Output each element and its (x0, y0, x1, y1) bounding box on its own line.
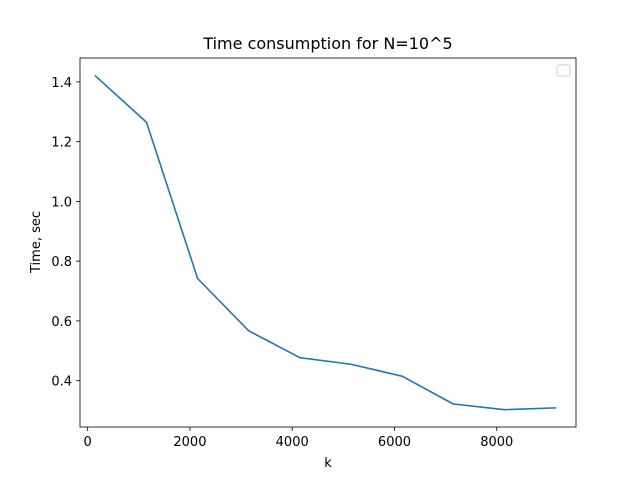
y-tick-label: 1.4 (51, 76, 72, 91)
x-tick-label: 4000 (276, 435, 309, 450)
y-tick-label: 1.2 (51, 136, 72, 151)
x-tick-label: 6000 (378, 435, 411, 450)
plot-frame (79, 57, 577, 428)
y-tick-label: 1.0 (51, 195, 72, 210)
x-axis-label: k (324, 456, 332, 471)
data-point (503, 408, 506, 411)
legend-box (556, 64, 571, 77)
series-line (94, 75, 556, 411)
x-tick-label: 2000 (173, 435, 206, 450)
data-point (196, 277, 199, 280)
data-point (299, 356, 301, 359)
data-point (350, 363, 352, 366)
x-tick-label: 0 (84, 435, 92, 450)
y-axis-label: Time, sec (29, 211, 44, 274)
x-tick-label: 8000 (480, 435, 513, 450)
y-tick-label: 0.4 (51, 375, 72, 390)
data-point (554, 407, 557, 409)
data-point (401, 375, 403, 378)
data-point (247, 329, 250, 332)
x-axis: 0 2000 4000 6000 8000 (84, 427, 513, 450)
y-axis: 0.4 0.6 0.8 1.0 1.2 1.4 (51, 76, 80, 390)
data-point (452, 403, 455, 405)
y-tick-label: 0.8 (51, 255, 72, 270)
plot-series (94, 75, 557, 411)
data-point (145, 121, 148, 124)
data-point (94, 75, 97, 77)
y-tick-label: 0.6 (51, 315, 72, 330)
chart-title: Time consumption for N=10^5 (202, 34, 452, 53)
